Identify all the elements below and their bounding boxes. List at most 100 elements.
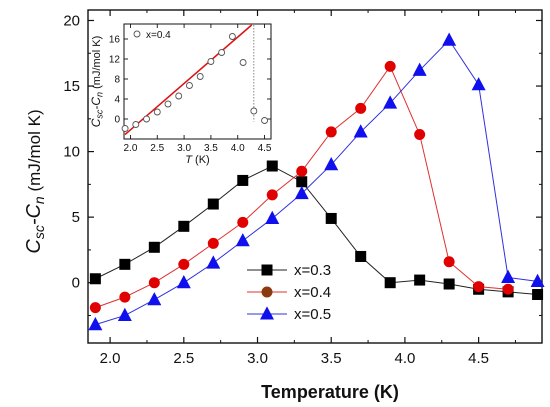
inset-y-tick-label: 12 — [109, 55, 121, 66]
data-point-square — [532, 288, 544, 300]
y-axis-label-c2: -C — [23, 204, 45, 226]
plot-frame — [87, 9, 543, 344]
inset-x-tick-label: 4.0 — [231, 143, 245, 154]
series-line — [95, 165, 538, 295]
main-plot: 2.0 2.5 3.0 3.5 4.0 4.5 0 5 10 15 20 Temperature (K… — [23, 9, 545, 402]
x-tick-label: 2.0 — [100, 350, 121, 367]
inset-y-axis-label-sub2: n — [95, 92, 105, 97]
inset-y-tick-label: 4 — [114, 95, 120, 106]
data-point-square — [384, 277, 396, 289]
data-point-triangle — [501, 269, 516, 284]
data-point-circle — [296, 165, 308, 177]
data-point-circle — [473, 281, 485, 293]
data-point-triangle — [265, 210, 280, 225]
inset-plot: 2.0 2.5 3.0 3.5 4.0 4.5 0 4 8 12 16 T (K) Csc-Cn (mJ… — [89, 23, 272, 166]
data-point-square — [414, 274, 426, 286]
data-point-triangle — [176, 275, 191, 289]
data-point-circle — [148, 277, 160, 289]
series-x=0.4 — [89, 60, 514, 314]
inset-x-tick-label: 3.5 — [204, 143, 218, 154]
data-point-circle — [207, 237, 219, 249]
inset-x-axis-label-t: T — [185, 154, 193, 166]
inset-y-tick-label: 8 — [114, 75, 120, 86]
data-point-circle — [178, 258, 190, 270]
x-tick-label: 3.0 — [247, 350, 268, 367]
inset-data-point — [121, 125, 129, 132]
inset-data-point — [175, 92, 183, 100]
data-point-triangle — [235, 233, 250, 247]
data-point-circle — [414, 129, 426, 141]
inset-data-point — [186, 82, 193, 89]
data-point-triangle — [353, 124, 368, 138]
inset-x-axis-label: T (K) — [185, 154, 209, 166]
inset-y-tick-label: 0 — [114, 115, 120, 126]
data-point-circle — [325, 126, 337, 138]
x-tick-label: 2.5 — [173, 350, 194, 367]
y-tick-label: 0 — [72, 275, 80, 292]
inset-annotation-marker — [133, 30, 141, 38]
y-axis-label-sub2: n — [31, 196, 47, 204]
data-point-square — [148, 241, 160, 253]
inset-data-point — [132, 121, 140, 128]
data-point-triangle — [442, 32, 457, 46]
y-tick-label: 20 — [63, 12, 80, 29]
y-tick-label: 15 — [63, 78, 80, 95]
y-axis-label: Csc-Cn (mJ/mol K) — [23, 109, 47, 253]
inset-data-point — [228, 33, 236, 40]
data-point-circle — [443, 256, 455, 268]
x-tick-label: 4.0 — [394, 350, 415, 367]
data-point-triangle — [471, 77, 486, 91]
y-axis-label-c1: C — [23, 239, 45, 254]
inset-data-point — [207, 58, 215, 65]
data-point-square — [325, 212, 337, 224]
data-point-triangle — [88, 316, 103, 331]
inset-data-point — [239, 59, 247, 66]
inset-annotation: x=0.4 — [146, 30, 171, 41]
inset-x-tick-label: 3.0 — [177, 143, 191, 154]
series-x=0.3 — [89, 160, 544, 300]
data-point-circle — [502, 283, 514, 295]
data-point-square — [355, 250, 367, 262]
inset-x-tick-label: 2.5 — [150, 143, 164, 154]
y-axis-label-sub1: sc — [31, 225, 47, 239]
x-axis-label: Temperature (K) — [261, 382, 399, 402]
inset-data-point — [261, 117, 269, 124]
legend-label: x=0.3 — [294, 262, 331, 279]
data-point-circle — [119, 291, 131, 303]
data-point-square — [237, 174, 249, 186]
inset-data-point — [196, 73, 204, 80]
data-point-triangle — [147, 292, 162, 306]
x-tick-label: 4.5 — [468, 350, 489, 367]
inset-y-axis-label-sub1: sc — [95, 109, 105, 119]
inset-x-tick-label: 4.5 — [258, 143, 272, 154]
data-point-square — [443, 278, 455, 290]
inset-x-axis-label-unit: (K) — [192, 154, 210, 166]
data-point-circle — [384, 60, 396, 72]
data-point-circle — [266, 189, 278, 201]
data-point-triangle — [383, 95, 398, 109]
inset-data-point — [143, 115, 150, 123]
inset-data-point — [250, 107, 258, 115]
data-point-square — [266, 160, 278, 172]
inset-y-axis-label-unit: (mJ/mol K) — [91, 36, 103, 92]
data-point-triangle — [117, 307, 132, 322]
series-line — [95, 39, 538, 326]
data-point-triangle — [206, 255, 221, 269]
inset-y-tick-label: 16 — [109, 35, 121, 46]
legend-label: x=0.5 — [294, 306, 331, 323]
legend-marker — [261, 286, 273, 298]
inset-y-axis-label: Csc-Cn (mJ/mol K) — [89, 36, 105, 128]
data-point-square — [296, 176, 308, 188]
inset-data-point — [218, 49, 226, 56]
data-point-circle — [237, 216, 249, 228]
data-point-circle — [355, 102, 367, 114]
y-tick-label: 10 — [63, 144, 80, 161]
inset-y-axis-label-c1: C — [89, 118, 103, 127]
data-point-square — [178, 220, 190, 232]
legend-label: x=0.4 — [294, 284, 331, 301]
data-point-square — [119, 258, 131, 270]
legend: x=0.3 x=0.4 x=0.5 — [247, 262, 331, 323]
